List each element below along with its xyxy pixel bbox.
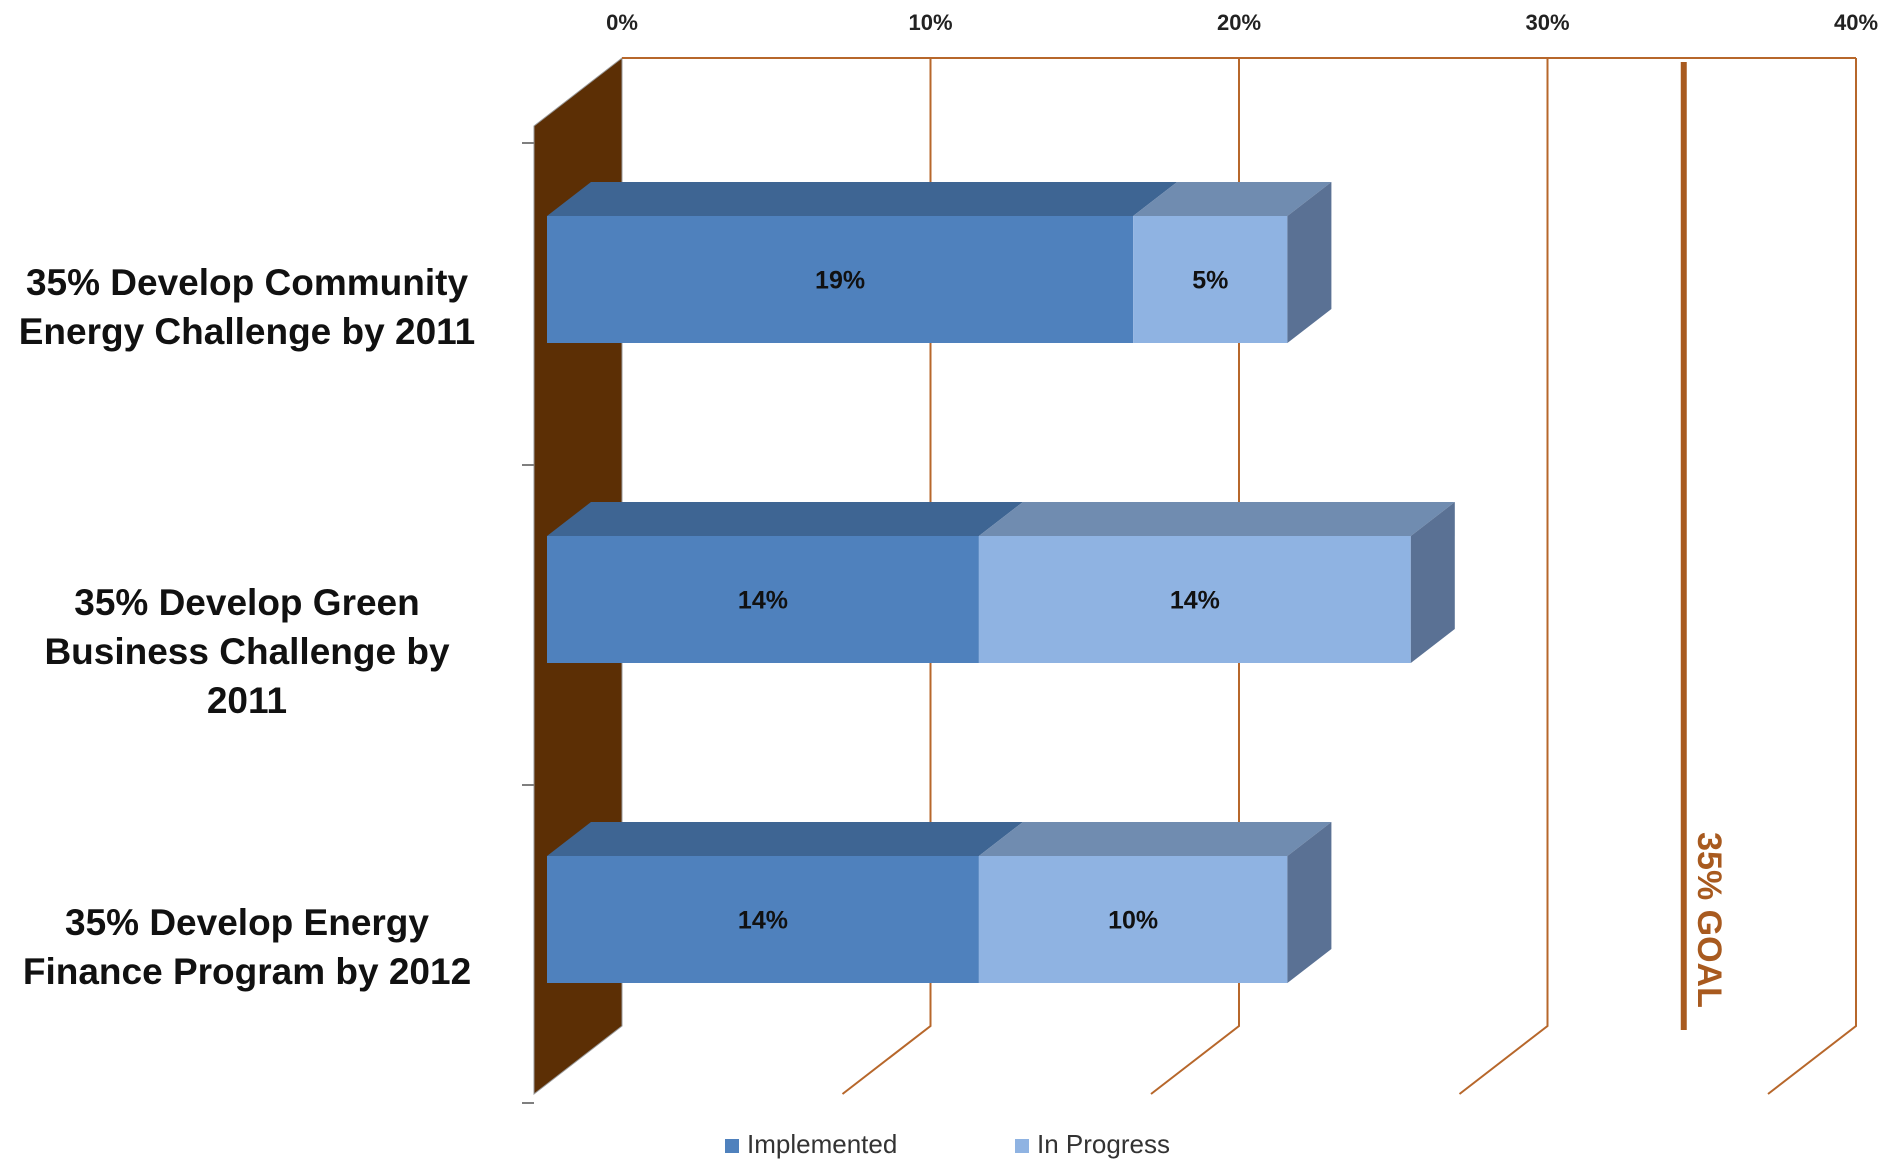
x-tick-label: 30%	[1525, 10, 1569, 35]
legend-swatch	[1015, 1139, 1029, 1153]
category-label-line: Finance Program by 2012	[22, 951, 472, 992]
bar-top-face	[978, 502, 1455, 536]
legend-swatch	[725, 1139, 739, 1153]
category-label-line: 35% Develop Energy	[65, 902, 429, 943]
category-label: 35% Develop Energy Finance Program by 20…	[12, 898, 482, 996]
bar-segment	[547, 536, 979, 663]
category-label: 35% Develop Community Energy Challenge b…	[12, 258, 482, 356]
bar-segment	[547, 216, 1134, 343]
goal-line-label: 35% GOAL	[1690, 832, 1728, 1008]
bar-segment	[1133, 216, 1288, 343]
bar-side-face	[1287, 182, 1332, 343]
gridline	[1458, 58, 1549, 1095]
bar-top-face	[547, 502, 1023, 536]
bar-data-label: 5%	[1192, 267, 1228, 295]
x-tick-label: 20%	[1217, 10, 1261, 35]
category-label-line: Business Challenge by 2011	[44, 631, 450, 721]
x-tick-label: 40%	[1834, 10, 1878, 35]
bar-data-label: 14%	[738, 907, 788, 935]
gridline	[1767, 58, 1857, 1095]
category-label-line: 35% Develop Community	[25, 262, 469, 303]
category-label-line: Energy Challenge by 2011	[18, 311, 476, 352]
gridline	[1150, 58, 1240, 1095]
category-label-line: 35% Develop Green	[74, 582, 420, 623]
bar-segment	[547, 856, 979, 983]
gridline	[841, 58, 932, 1095]
legend-label: In Progress	[1037, 1129, 1170, 1159]
bar-segment	[978, 536, 1411, 663]
bar-top-face	[978, 822, 1332, 856]
bar-top-face	[1133, 182, 1332, 216]
bar-side-face	[1410, 502, 1455, 663]
bar-top-face	[547, 822, 1023, 856]
bar-data-label: 14%	[1170, 587, 1220, 615]
bar-data-label: 14%	[738, 587, 788, 615]
x-tick-label: 0%	[606, 10, 638, 35]
bar-top-face	[547, 182, 1178, 216]
x-tick-label: 10%	[908, 10, 952, 35]
legend-label: Implemented	[747, 1129, 897, 1159]
bar-segment	[978, 856, 1288, 983]
bar-data-label: 19%	[815, 267, 865, 295]
category-label: 35% Develop Green Business Challenge by …	[12, 578, 482, 725]
bar-data-label: 10%	[1108, 907, 1158, 935]
bar-side-face	[1287, 822, 1332, 983]
